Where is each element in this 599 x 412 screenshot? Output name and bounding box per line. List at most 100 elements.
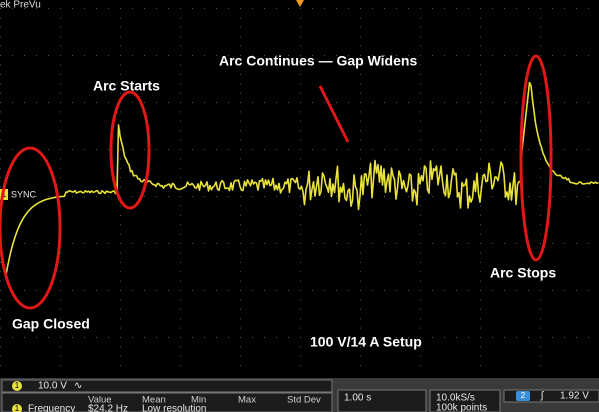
grid-dot: [120, 17, 121, 19]
grid-dot: [420, 45, 421, 47]
grid-dot: [120, 186, 121, 188]
grid-dot: [12, 8, 13, 9]
grid-dot: [540, 355, 541, 357]
grid-dot: [588, 149, 589, 150]
grid-dot: [240, 205, 241, 207]
grid-dot: [288, 337, 289, 338]
grid-dot: [396, 243, 397, 244]
grid-dot: [576, 290, 577, 291]
grid-dot: [0, 64, 1, 66]
grid-dot: [180, 280, 181, 282]
grid-dot: [240, 280, 241, 282]
grid-dot: [60, 92, 61, 94]
grid-dot: [360, 233, 361, 235]
grid-dot: [540, 233, 541, 235]
grid-dot: [228, 102, 229, 103]
grid-dot: [540, 261, 541, 263]
grid-dot: [48, 55, 49, 56]
grid-dot: [372, 243, 373, 244]
grid-dot: [180, 158, 181, 160]
grid-dot: [180, 73, 181, 75]
grid-dot: [360, 64, 361, 66]
grid-dot: [192, 243, 193, 244]
grid-dot: [168, 337, 169, 338]
grid-dot: [348, 243, 349, 244]
grid-dot: [336, 290, 337, 291]
grid-dot: [360, 346, 361, 348]
trigger-source: 2: [521, 391, 526, 400]
grid-dot: [180, 355, 181, 357]
grid-dot: [252, 243, 253, 244]
grid-dot: [588, 290, 589, 291]
grid-dot: [252, 102, 253, 103]
grid-dot: [408, 8, 409, 9]
grid-dot: [168, 8, 169, 9]
grid-dot: [60, 158, 61, 160]
grid-dot: [60, 327, 61, 329]
trigger-slope: ʃ: [540, 391, 544, 402]
grid-dot: [24, 55, 25, 56]
grid-dot: [60, 308, 61, 310]
grid-dot: [528, 337, 529, 338]
grid-dot: [420, 318, 421, 320]
grid-dot: [444, 102, 445, 103]
grid-dot: [480, 83, 481, 85]
grid-dot: [360, 224, 361, 226]
grid-dot: [564, 55, 565, 56]
grid-dot: [576, 337, 577, 338]
grid-dot: [312, 337, 313, 338]
grid-dot: [540, 120, 541, 122]
grid-dot: [240, 327, 241, 329]
grid-dot: [48, 243, 49, 244]
grid-dot: [120, 271, 121, 273]
grid-dot: [84, 102, 85, 103]
grid-dot: [480, 337, 481, 338]
grid-dot: [192, 55, 193, 56]
grid-dot: [228, 8, 229, 9]
grid-dot: [456, 337, 457, 338]
grid-dot: [96, 102, 97, 103]
grid-dot: [516, 149, 517, 150]
grid-dot: [480, 308, 481, 310]
highlight-ellipse: [519, 54, 553, 262]
grid-dot: [168, 290, 169, 291]
grid-dot: [540, 290, 541, 291]
grid-dot: [444, 337, 445, 338]
grid-dot: [540, 186, 541, 188]
grid-dot: [72, 337, 73, 338]
grid-dot: [276, 8, 277, 9]
grid-dot: [240, 8, 241, 9]
grid-dot: [36, 102, 37, 103]
grid-dot: [288, 290, 289, 291]
sync-label: SYNC: [11, 189, 37, 199]
grid-dot: [456, 8, 457, 9]
grid-dot: [456, 149, 457, 150]
grid-dot: [348, 55, 349, 56]
grid-dot: [108, 102, 109, 103]
grid-dot: [372, 149, 373, 150]
grid-dot: [276, 337, 277, 338]
header-status: ek PreVu: [0, 0, 41, 11]
grid-dot: [360, 365, 361, 367]
grid-dot: [360, 17, 361, 19]
grid-dot: [240, 299, 241, 301]
grid-dot: [0, 102, 1, 103]
grid-dot: [60, 149, 61, 150]
grid-dot: [420, 8, 421, 9]
grid-dot: [144, 243, 145, 244]
grid-dot: [60, 36, 61, 38]
grid-dot: [156, 149, 157, 150]
grid-dot: [360, 45, 361, 47]
grid-dot: [180, 36, 181, 38]
grid-dot: [540, 271, 541, 273]
grid-dot: [360, 111, 361, 113]
grid-dot: [420, 271, 421, 273]
grid-dot: [0, 271, 1, 273]
grid-dot: [408, 243, 409, 244]
grid-dot: [192, 290, 193, 291]
grid-dot: [360, 167, 361, 169]
highlight-ellipse: [0, 146, 62, 310]
grid-dot: [240, 120, 241, 122]
grid-dot: [24, 196, 25, 197]
grid-dot: [360, 327, 361, 329]
